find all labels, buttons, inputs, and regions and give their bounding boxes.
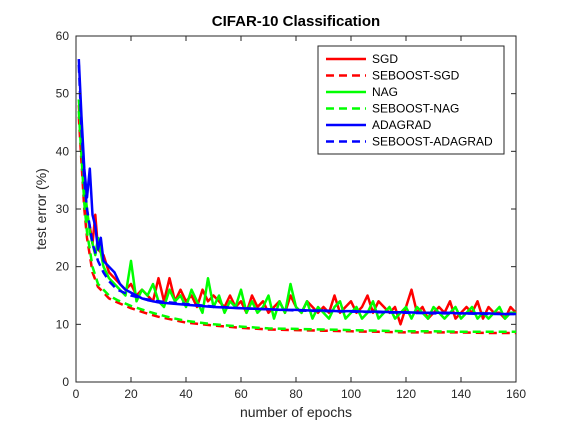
y-tick-label: 50: [56, 87, 70, 101]
legend-label-seboost-adagrad: SEBOOST-ADAGRAD: [372, 135, 493, 149]
y-tick-label: 40: [56, 144, 70, 158]
x-tick-label: 60: [234, 387, 248, 401]
series-line-seboost-adagrad: [77, 64, 516, 316]
y-tick-label: 20: [56, 260, 70, 274]
x-tick-label: 20: [124, 387, 138, 401]
x-tick-label: 120: [396, 387, 416, 401]
axes-layer: 0 20 40 60 80 100 120 140 160 0 10 20 30 40 50 60: [56, 29, 527, 401]
legend-label-adagrad: ADAGRAD: [372, 118, 432, 132]
x-tick-label: 40: [179, 387, 193, 401]
x-tick-label: 100: [341, 387, 361, 401]
x-tick-label: 160: [506, 387, 526, 401]
legend-label-nag: NAG: [372, 85, 398, 99]
series-line-seboost-nag: [77, 110, 516, 334]
y-axis-label: test error (%): [33, 168, 49, 250]
y-tick-label: 0: [62, 375, 69, 389]
x-axis-label: number of epochs: [240, 404, 352, 420]
series-line-adagrad: [77, 59, 516, 316]
legend-label-seboost-sgd: SEBOOST-SGD: [372, 69, 460, 83]
series-layer: [77, 59, 517, 335]
legend-label-seboost-nag: SEBOOST-NAG: [372, 102, 459, 116]
y-tick-label: 10: [56, 317, 70, 331]
y-tick-label: 30: [56, 202, 70, 216]
legend-label-sgd: SGD: [372, 52, 398, 66]
chart-title: CIFAR-10 Classification: [212, 13, 380, 30]
legend: SGD SEBOOST-SGD NAG SEBOOST-NAG ADAGRAD SEBOO…: [317, 45, 505, 155]
y-tick-label: 60: [56, 29, 70, 43]
legend-box: [317, 45, 505, 155]
x-tick-label: 80: [289, 387, 303, 401]
x-tick-label: 140: [451, 387, 471, 401]
x-tick-label: 0: [73, 387, 80, 401]
